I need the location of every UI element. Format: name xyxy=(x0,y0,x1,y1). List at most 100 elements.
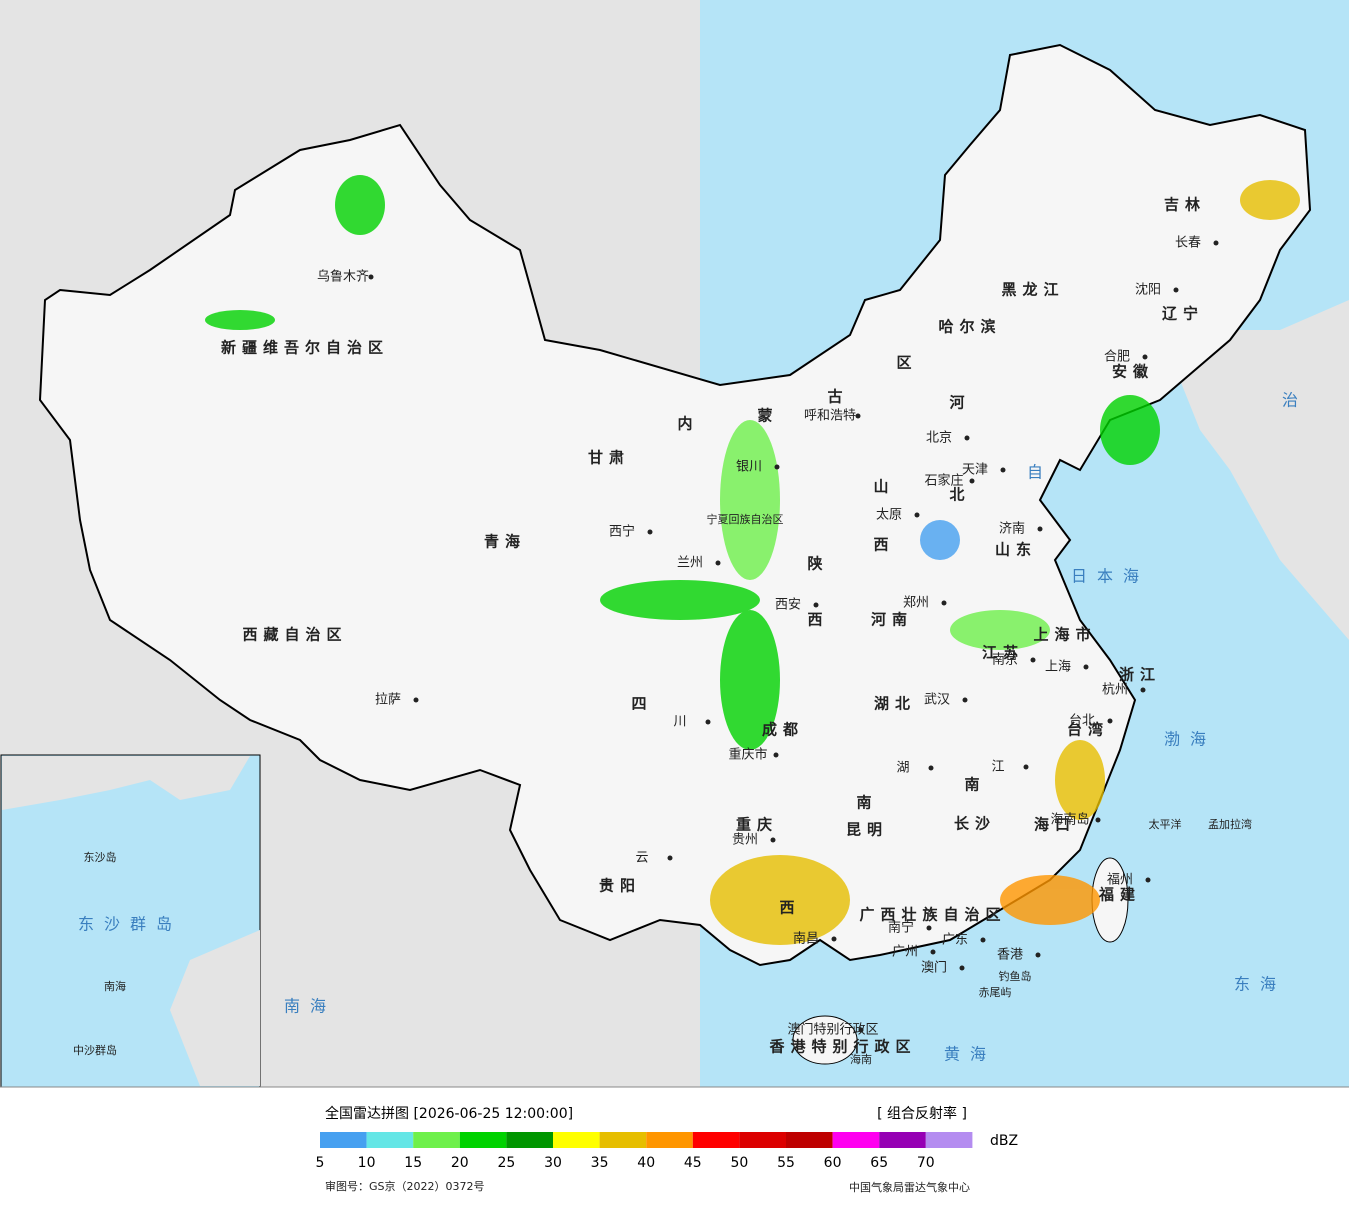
map-label: 兰州 xyxy=(677,556,703,571)
city-dot xyxy=(647,529,653,535)
map-label: 南宁 xyxy=(888,920,914,936)
city-dot xyxy=(1145,877,1151,883)
map-label: 蒙 xyxy=(757,407,778,425)
map-label: 成都 xyxy=(762,721,804,739)
map-label: 宁夏回族自治区 xyxy=(707,512,784,526)
map-label: 孟加拉湾 xyxy=(1208,817,1252,831)
map-label: 南海 xyxy=(104,979,126,993)
city-dot xyxy=(1023,764,1029,770)
city-dot xyxy=(831,936,837,942)
city-dot xyxy=(858,1027,864,1033)
map-label: 西藏自治区 xyxy=(242,626,347,644)
map-label: 西 xyxy=(807,611,828,629)
echo xyxy=(335,175,385,235)
echo xyxy=(1240,180,1300,220)
map-label: 昆明 xyxy=(846,821,888,839)
echo xyxy=(205,310,275,330)
map-label: 台湾 xyxy=(1067,721,1109,739)
city-dot xyxy=(980,937,986,943)
map-label: 广西壮族自治区 xyxy=(859,906,1006,924)
map-label: 区 xyxy=(896,354,917,372)
legend-tick: 15 xyxy=(404,1155,422,1171)
map-label: 中沙群岛 xyxy=(73,1043,117,1057)
city-dot xyxy=(1140,687,1146,693)
map-label: 哈尔滨 xyxy=(938,318,1001,336)
map-label: 吉林 xyxy=(1164,196,1206,214)
legend-tick: 10 xyxy=(358,1155,376,1171)
city-dot xyxy=(368,274,374,280)
inset-land xyxy=(170,930,260,1086)
map-label: 福州 xyxy=(1107,873,1133,888)
map-label: 治 xyxy=(1282,391,1308,410)
map-label: 四 xyxy=(631,695,652,713)
map-label: 香港特别行政区 xyxy=(769,1038,916,1056)
map-label: 赤尾屿 xyxy=(979,986,1012,999)
legend-tick: 25 xyxy=(497,1155,515,1171)
legend-swatch xyxy=(692,1132,740,1148)
map-label: 贵州 xyxy=(732,833,758,848)
map-label: 南京 xyxy=(992,652,1018,668)
map-label: 上海市 xyxy=(1033,626,1096,644)
map-label: 石家庄 xyxy=(924,473,963,489)
echo xyxy=(710,855,850,945)
legend-swatch xyxy=(879,1132,926,1148)
city-dot xyxy=(1142,354,1148,360)
map-label: 南海 xyxy=(284,997,336,1016)
map-label: 银川 xyxy=(736,460,762,475)
echo xyxy=(600,580,760,620)
map-label: 黑龙江 xyxy=(1001,281,1064,299)
city-dot xyxy=(969,478,975,484)
city-dot xyxy=(914,512,920,518)
echoes xyxy=(205,175,1300,945)
legend-tick: 40 xyxy=(637,1155,655,1171)
map-label: 南昌 xyxy=(793,931,819,947)
map-label: 拉萨 xyxy=(375,693,401,708)
city-dot xyxy=(1173,287,1179,293)
city-dot xyxy=(941,600,947,606)
map-label: 上海 xyxy=(1045,660,1071,675)
map-label: 北 xyxy=(949,486,970,504)
city-dot xyxy=(1107,718,1113,724)
map-label: 杭州 xyxy=(1102,683,1128,698)
map-label: 台北 xyxy=(1069,714,1095,729)
map-label: 呼和浩特 xyxy=(804,409,856,424)
map-label: 东沙群岛 xyxy=(78,915,182,934)
title: 全国雷达拼图 [2026-06-25 12:00:00] xyxy=(325,1105,573,1122)
city-dot xyxy=(930,949,936,955)
city-dot xyxy=(928,765,934,771)
map-label: 海南 xyxy=(850,1052,872,1066)
legend-tick: 65 xyxy=(870,1155,888,1171)
map-label: 钓鱼岛 xyxy=(999,969,1032,983)
approval: 审图号：GS京（2022）0372号 xyxy=(325,1179,485,1193)
legend-swatch xyxy=(832,1132,880,1148)
city-dot xyxy=(770,837,776,843)
city-dot xyxy=(774,464,780,470)
city-dot xyxy=(1083,664,1089,670)
inset-land xyxy=(2,756,250,810)
map-label: 青海 xyxy=(484,533,526,551)
map-label: 黄海 xyxy=(944,1045,996,1064)
legend-swatch xyxy=(413,1132,460,1148)
map-label: 云 xyxy=(635,851,648,866)
map-label: 合肥 xyxy=(1104,350,1130,365)
legend-tick: 20 xyxy=(451,1155,469,1171)
map-label: 沈阳 xyxy=(1135,283,1161,298)
map-label: 河南 xyxy=(871,611,913,629)
map-label: 太原 xyxy=(876,508,902,523)
city-dot xyxy=(1030,657,1036,663)
map-label: 山东 xyxy=(995,541,1037,559)
map-label: 自 xyxy=(1027,463,1053,482)
map-label: 甘肃 xyxy=(588,449,630,467)
china-outline xyxy=(38,43,1312,967)
map-label: 贵阳 xyxy=(599,877,641,895)
city-dot xyxy=(813,602,819,608)
legend-swatch xyxy=(553,1132,600,1148)
map-label: 河 xyxy=(949,394,970,412)
map-label: 川 xyxy=(673,715,686,730)
map-label: 南 xyxy=(856,794,877,812)
map-label: 古 xyxy=(827,388,848,406)
map-label: 长沙 xyxy=(954,815,996,833)
